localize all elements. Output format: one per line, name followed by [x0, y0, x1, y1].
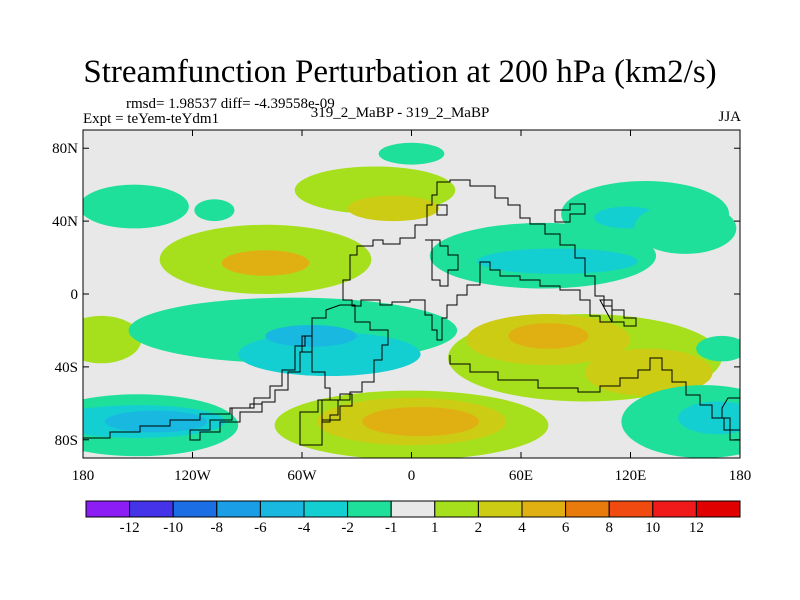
- colorbar-label: -4: [298, 520, 311, 536]
- season-label: JJA: [718, 109, 741, 125]
- colorbar-swatch: [695, 500, 741, 518]
- case-label: 319_2_MaBP - 319_2_MaBP: [310, 105, 490, 121]
- contour-region: [104, 410, 208, 433]
- contour-region: [696, 335, 740, 362]
- contour-region: [634, 202, 737, 254]
- y-tick-label: 40S: [55, 360, 78, 376]
- colorbar-swatch: [565, 500, 610, 518]
- x-tick-label: 180: [729, 468, 752, 484]
- colorbar-swatch: [477, 500, 523, 518]
- contour-region: [508, 323, 589, 349]
- colorbar-swatch: [390, 500, 436, 518]
- colorbar-label: -10: [163, 520, 183, 536]
- y-tick-label: 40N: [52, 214, 78, 230]
- colorbar: -12 -10 -8 -6 -4 -2 -1 1 2 4 6 8 10 12: [85, 500, 741, 536]
- contour-region: [362, 406, 480, 437]
- colorbar-label: 2: [475, 520, 483, 536]
- y-tick-label: 80S: [55, 433, 78, 449]
- x-tick-label: 60E: [509, 468, 533, 484]
- x-tick-label: 120W: [174, 468, 212, 484]
- colorbar-swatch: [521, 500, 567, 518]
- colorbar-swatch: [434, 500, 479, 518]
- colorbar-label: -1: [385, 520, 398, 536]
- contour-region: [221, 250, 310, 276]
- colorbar-label: 6: [562, 520, 570, 536]
- colorbar-label: 10: [645, 520, 660, 536]
- colorbar-label: 4: [518, 520, 526, 536]
- colorbar-label: -6: [254, 520, 267, 536]
- colorbar-label: 8: [605, 520, 613, 536]
- colorbar-swatch: [652, 500, 697, 518]
- x-tick-label: 120E: [615, 468, 647, 484]
- contour-region: [477, 248, 638, 274]
- x-tick-label: 60W: [287, 468, 317, 484]
- contour-region: [584, 348, 713, 397]
- colorbar-swatch: [303, 500, 349, 518]
- x-axis: 180 120W 60W 0 60E 120E 180: [72, 130, 752, 484]
- colorbar-label: -2: [341, 520, 354, 536]
- land-outline: [83, 179, 740, 446]
- experiment-label: Expt = teYem-teYdm1: [83, 111, 220, 127]
- contour-region: [83, 184, 189, 229]
- colorbar-swatch: [172, 500, 218, 518]
- colorbar-label: -8: [211, 520, 224, 536]
- rmsd-diff-label: rmsd= 1.98537 diff= -4.39558e-09: [126, 96, 335, 112]
- colorbar-swatch: [216, 500, 261, 518]
- contour-region: [347, 195, 439, 222]
- colorbar-swatch: [129, 500, 174, 518]
- contour-region: [194, 199, 235, 222]
- colorbar-swatch: [608, 500, 654, 518]
- x-tick-label: 0: [408, 468, 416, 484]
- colorbar-label: 12: [689, 520, 704, 536]
- y-axis: 80N 40N 0 40S 80S: [52, 141, 740, 449]
- colorbar-label: -12: [120, 520, 140, 536]
- contour-region: [378, 142, 445, 165]
- colorbar-swatch: [347, 500, 392, 518]
- colorbar-swatch: [85, 500, 131, 518]
- colorbar-swatch: [259, 500, 305, 518]
- y-tick-label: 0: [71, 287, 79, 303]
- chart-title: Streamfunction Perturbation at 200 hPa (…: [83, 54, 717, 90]
- y-tick-label: 80N: [52, 141, 78, 157]
- contour-region: [83, 315, 142, 364]
- colorbar-label: 1: [431, 520, 439, 536]
- x-tick-label: 180: [72, 468, 95, 484]
